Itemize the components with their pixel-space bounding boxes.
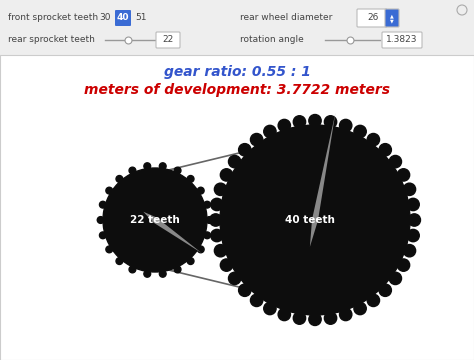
- Circle shape: [116, 176, 123, 182]
- Circle shape: [220, 259, 233, 271]
- Circle shape: [129, 167, 136, 174]
- Bar: [0, 55, 474, 360]
- Polygon shape: [143, 212, 201, 253]
- Circle shape: [389, 156, 401, 168]
- Circle shape: [309, 313, 321, 325]
- Circle shape: [220, 125, 410, 315]
- Circle shape: [238, 144, 251, 156]
- Circle shape: [407, 229, 419, 242]
- Text: ▼: ▼: [390, 18, 394, 23]
- Circle shape: [174, 167, 181, 174]
- Text: rear sprocket teeth: rear sprocket teeth: [8, 36, 95, 45]
- Circle shape: [116, 258, 123, 265]
- Text: 30: 30: [99, 13, 111, 22]
- Circle shape: [228, 272, 241, 284]
- Circle shape: [293, 116, 306, 128]
- Circle shape: [379, 284, 392, 296]
- Circle shape: [100, 232, 106, 239]
- Text: 22: 22: [163, 36, 173, 45]
- Bar: [0, 0, 474, 55]
- Text: 51: 51: [135, 13, 147, 22]
- Circle shape: [100, 201, 106, 208]
- Circle shape: [397, 259, 410, 271]
- Circle shape: [324, 312, 337, 324]
- Circle shape: [129, 266, 136, 273]
- Circle shape: [339, 308, 352, 321]
- Circle shape: [187, 176, 194, 182]
- Circle shape: [293, 312, 306, 324]
- Circle shape: [367, 134, 380, 146]
- Circle shape: [144, 163, 151, 170]
- Circle shape: [228, 156, 241, 168]
- Circle shape: [106, 187, 113, 194]
- Circle shape: [197, 246, 204, 253]
- Circle shape: [238, 284, 251, 296]
- Circle shape: [389, 272, 401, 284]
- Circle shape: [407, 198, 419, 211]
- Circle shape: [159, 270, 166, 277]
- Circle shape: [339, 120, 352, 132]
- Circle shape: [144, 270, 151, 277]
- Circle shape: [264, 125, 276, 138]
- Circle shape: [197, 187, 204, 194]
- FancyBboxPatch shape: [115, 10, 131, 26]
- Text: rear wheel diameter: rear wheel diameter: [240, 13, 332, 22]
- Circle shape: [250, 134, 263, 146]
- FancyBboxPatch shape: [385, 9, 399, 27]
- Circle shape: [250, 294, 263, 306]
- Text: 26: 26: [367, 13, 378, 22]
- Circle shape: [204, 232, 210, 239]
- Circle shape: [159, 163, 166, 170]
- Circle shape: [397, 169, 410, 181]
- Circle shape: [264, 302, 276, 315]
- Circle shape: [354, 125, 366, 138]
- Circle shape: [324, 116, 337, 128]
- Circle shape: [206, 217, 213, 223]
- Circle shape: [403, 244, 416, 257]
- Text: 40: 40: [117, 13, 129, 22]
- Circle shape: [220, 169, 233, 181]
- Circle shape: [106, 246, 113, 253]
- Text: 40 teeth: 40 teeth: [285, 215, 335, 225]
- Circle shape: [278, 308, 291, 321]
- Circle shape: [408, 214, 420, 226]
- Circle shape: [379, 144, 392, 156]
- Circle shape: [278, 120, 291, 132]
- Text: gear ratio: 0.55 : 1: gear ratio: 0.55 : 1: [164, 65, 310, 79]
- Text: meters of development: 3.7722 meters: meters of development: 3.7722 meters: [84, 83, 390, 97]
- Circle shape: [174, 266, 181, 273]
- Text: 22 teeth: 22 teeth: [130, 215, 180, 225]
- Text: ▲: ▲: [390, 13, 394, 18]
- Circle shape: [354, 302, 366, 315]
- Circle shape: [214, 183, 227, 195]
- FancyBboxPatch shape: [156, 32, 180, 48]
- Text: front sprocket teeth: front sprocket teeth: [8, 13, 98, 22]
- Circle shape: [210, 214, 222, 226]
- Circle shape: [204, 201, 210, 208]
- Circle shape: [403, 183, 416, 195]
- Circle shape: [214, 244, 227, 257]
- FancyBboxPatch shape: [357, 9, 387, 27]
- Circle shape: [367, 294, 380, 306]
- Circle shape: [187, 258, 194, 265]
- Circle shape: [211, 229, 223, 242]
- FancyBboxPatch shape: [382, 32, 422, 48]
- Circle shape: [309, 114, 321, 127]
- Circle shape: [97, 217, 104, 223]
- Circle shape: [103, 168, 207, 272]
- Text: 1.3823: 1.3823: [386, 36, 418, 45]
- Text: rotation angle: rotation angle: [240, 36, 304, 45]
- Polygon shape: [310, 113, 336, 247]
- Circle shape: [211, 198, 223, 211]
